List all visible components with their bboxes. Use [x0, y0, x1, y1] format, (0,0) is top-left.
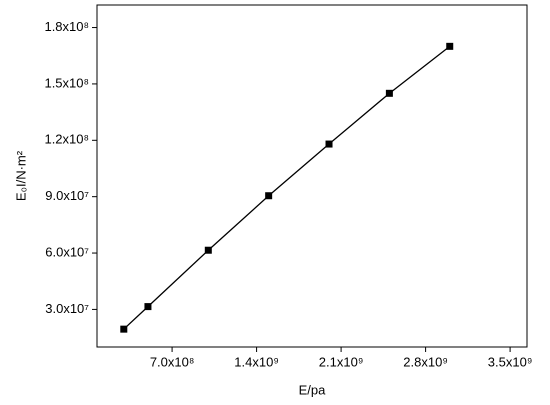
- y-axis-label: E₀I/N·m²: [13, 150, 28, 201]
- x-tick-label: 2.1x10⁹: [319, 354, 364, 369]
- point-marker: [325, 140, 333, 148]
- y-tick-label: 6.0x10⁷: [45, 244, 89, 259]
- point-marker: [120, 325, 128, 333]
- point-marker: [385, 89, 393, 97]
- y-tick-label: 3.0x10⁷: [45, 301, 89, 316]
- point-marker: [446, 42, 454, 50]
- x-axis-label: E/pa: [299, 382, 327, 397]
- y-tick-label: 1.8x10⁸: [44, 19, 89, 34]
- series-line: [123, 45, 451, 330]
- point-marker: [144, 303, 152, 311]
- point-marker: [265, 192, 273, 200]
- point-marker: [204, 246, 212, 254]
- x-tick-label: 3.5x10⁹: [488, 354, 533, 369]
- x-tick-label: 1.4x10⁹: [234, 354, 279, 369]
- x-tick-label: 7.0x10⁸: [150, 354, 195, 369]
- y-tick-label: 1.2x10⁸: [44, 132, 89, 147]
- plot-frame: [96, 4, 528, 348]
- y-tick-label: 9.0x10⁷: [45, 188, 89, 203]
- x-tick-label: 2.8x10⁹: [403, 354, 448, 369]
- y-tick-label: 1.5x10⁸: [44, 75, 89, 90]
